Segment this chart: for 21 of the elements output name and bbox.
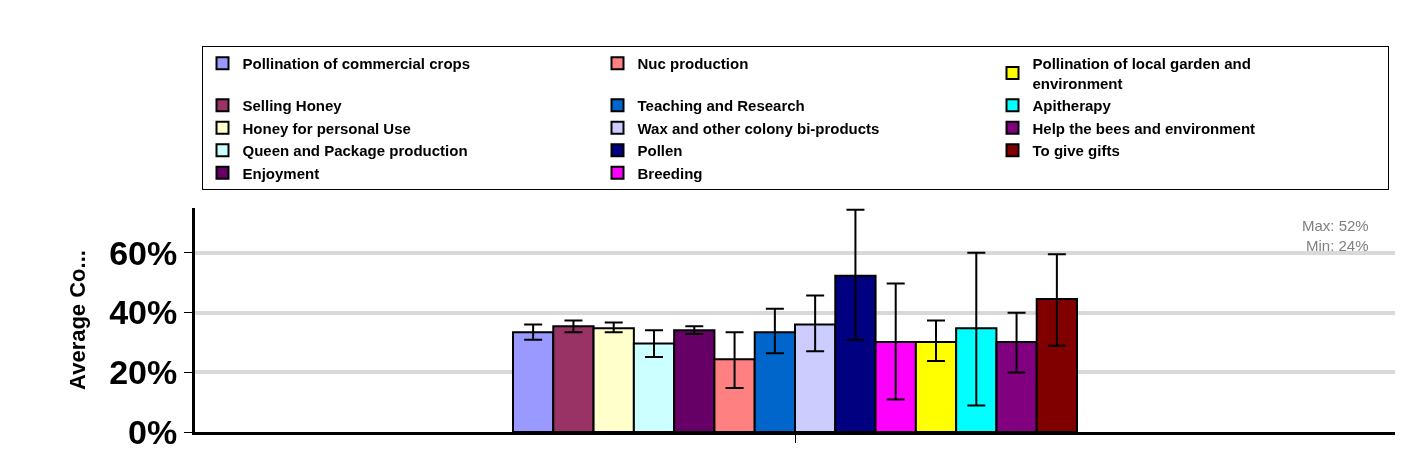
legend-label: Selling Honey <box>242 97 343 115</box>
y-tick-label: 60% <box>109 233 178 272</box>
legend-label: Nuc production <box>637 55 749 73</box>
legend-label: Apitherapy <box>1032 97 1112 115</box>
legend-label: To give gifts <box>1032 142 1120 160</box>
legend-label: Queen and Package production <box>242 142 468 160</box>
y-axis-title: Average Co... <box>64 250 90 390</box>
legend-label: Enjoyment <box>242 164 320 182</box>
legend-label: Honey for personal Use <box>242 119 411 137</box>
legend-label: Pollination of commercial crops <box>242 55 471 73</box>
y-tick-label: 0% <box>128 412 178 451</box>
legend-label: Help the bees and environment <box>1032 119 1256 137</box>
legend-label: Pollen <box>637 142 683 160</box>
legend-label: Breeding <box>637 164 703 182</box>
y-tick-label: 20% <box>109 353 178 392</box>
legend-label: Wax and other colony bi-products <box>637 119 880 137</box>
legend-label: Pollination of local garden and environment <box>1032 55 1251 92</box>
y-tick-label: 40% <box>109 293 178 332</box>
legend-label: Teaching and Research <box>637 97 805 115</box>
annotation: Min: 24% <box>1306 237 1369 254</box>
annotation: Max: 52% <box>1302 217 1369 234</box>
